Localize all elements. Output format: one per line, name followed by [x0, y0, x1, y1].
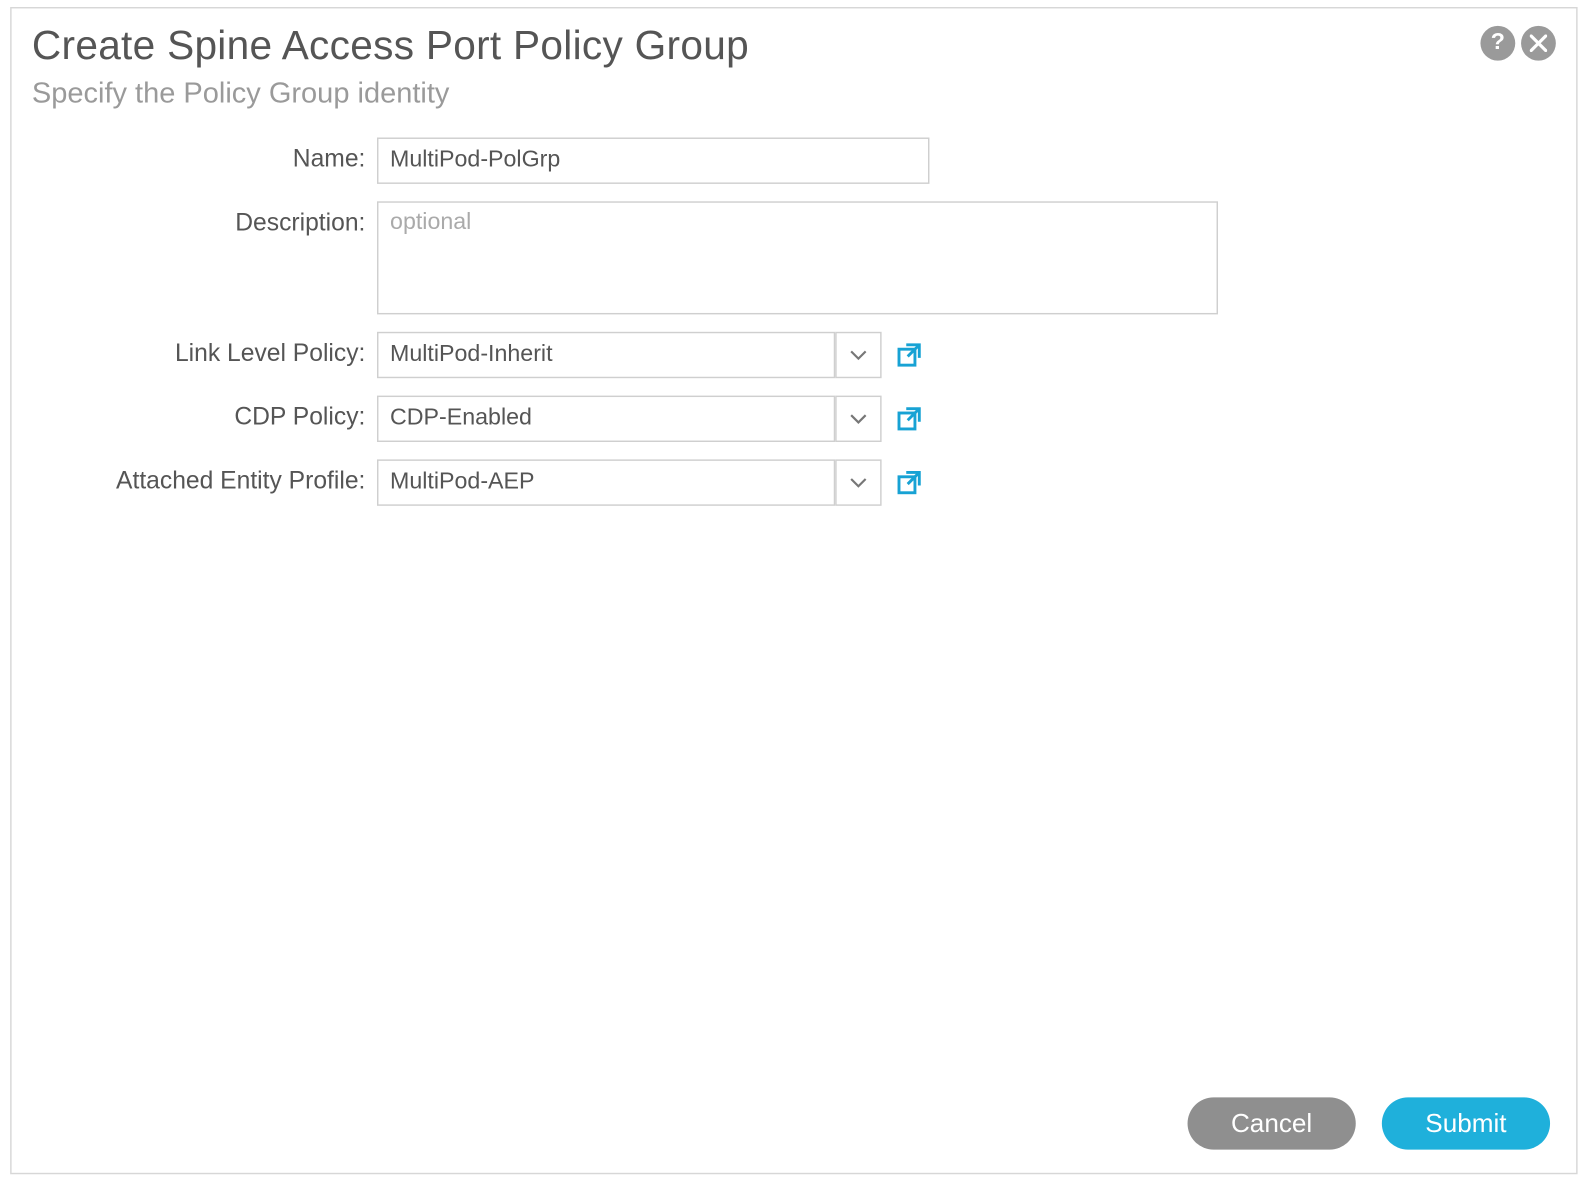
- description-input[interactable]: [377, 201, 1218, 314]
- submit-button[interactable]: Submit: [1382, 1097, 1550, 1149]
- close-icon[interactable]: [1521, 26, 1556, 61]
- label-cdp: CDP Policy:: [32, 396, 377, 432]
- dialog-title: Create Spine Access Port Policy Group: [32, 23, 749, 69]
- row-name: Name:: [32, 138, 1556, 184]
- help-icon[interactable]: ?: [1480, 26, 1515, 61]
- cancel-button[interactable]: Cancel: [1187, 1097, 1355, 1149]
- chevron-down-icon[interactable]: [835, 396, 881, 442]
- popout-icon[interactable]: [893, 403, 925, 435]
- dialog-subtitle: Specify the Policy Group identity: [12, 69, 1577, 137]
- popout-icon[interactable]: [893, 467, 925, 499]
- label-description: Description:: [32, 201, 377, 237]
- label-link-level: Link Level Policy:: [32, 332, 377, 368]
- chevron-down-icon[interactable]: [835, 332, 881, 378]
- dialog-footer: Cancel Submit: [1187, 1097, 1550, 1149]
- label-name: Name:: [32, 138, 377, 174]
- link-level-select[interactable]: [377, 332, 882, 378]
- link-level-value[interactable]: [377, 332, 835, 378]
- name-input[interactable]: [377, 138, 929, 184]
- dialog: Create Spine Access Port Policy Group ? …: [10, 7, 1577, 1174]
- header-icons: ?: [1480, 23, 1555, 61]
- chevron-down-icon[interactable]: [835, 459, 881, 505]
- label-aep: Attached Entity Profile:: [32, 459, 377, 495]
- aep-value[interactable]: [377, 459, 835, 505]
- popout-icon[interactable]: [893, 339, 925, 371]
- row-link-level: Link Level Policy:: [32, 332, 1556, 378]
- row-aep: Attached Entity Profile:: [32, 459, 1556, 505]
- aep-select[interactable]: [377, 459, 882, 505]
- cdp-select[interactable]: [377, 396, 882, 442]
- dialog-header: Create Spine Access Port Policy Group ?: [12, 8, 1577, 69]
- row-description: Description:: [32, 201, 1556, 314]
- cdp-value[interactable]: [377, 396, 835, 442]
- form: Name: Description: Link Level Policy:: [12, 138, 1577, 506]
- row-cdp: CDP Policy:: [32, 396, 1556, 442]
